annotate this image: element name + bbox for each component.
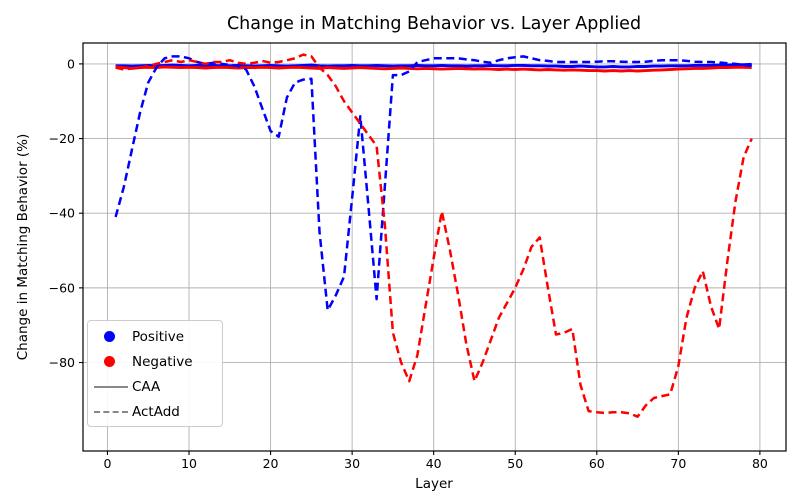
x-tick-label: 30	[344, 456, 360, 471]
positive-dot-icon	[104, 331, 115, 342]
x-tick-label: 20	[263, 456, 279, 471]
legend-label: Positive	[132, 328, 185, 345]
chart-title: Change in Matching Behavior vs. Layer Ap…	[227, 14, 641, 34]
x-tick-label: 70	[670, 456, 686, 471]
tick-labels: 0 10 20 30 40 50 60 70 80 0 −20 −40 −60 −80	[49, 56, 768, 471]
series-line-negative-actadd	[115, 53, 753, 418]
x-tick-label: 60	[589, 456, 605, 471]
legend: Positive Negative CAA ActAdd	[87, 320, 223, 427]
gridlines	[83, 43, 786, 451]
y-axis-label: Change in Matching Behavior (%)	[15, 134, 31, 361]
x-tick-label: 10	[181, 456, 197, 471]
y-tick-label: −60	[49, 280, 75, 295]
plot-border	[82, 42, 787, 452]
series-line-negative-caa	[115, 65, 752, 73]
legend-label: Negative	[132, 353, 193, 370]
solid-line-icon	[94, 385, 128, 388]
x-tick-label: 40	[426, 456, 442, 471]
axis-ticks	[79, 63, 761, 455]
series-line-positive-actadd	[114, 55, 752, 312]
dashed-line-icon	[94, 410, 128, 413]
legend-item-actadd: ActAdd	[88, 399, 222, 424]
y-tick-label: −40	[49, 206, 75, 221]
negative-dot-icon	[104, 356, 115, 367]
y-tick-label: −20	[49, 131, 75, 146]
legend-label: CAA	[132, 378, 161, 395]
series-line-positive-caa	[115, 62, 752, 69]
legend-item-negative: Negative	[88, 349, 222, 374]
legend-item-positive: Positive	[88, 324, 222, 349]
x-tick-label: 0	[103, 456, 111, 471]
y-tick-label: 0	[67, 56, 75, 71]
y-tick-label: −80	[49, 355, 75, 370]
legend-label: ActAdd	[132, 403, 180, 420]
x-axis-label: Layer	[415, 476, 453, 492]
legend-item-caa: CAA	[88, 374, 222, 399]
x-tick-label: 80	[752, 456, 768, 471]
x-tick-label: 50	[507, 456, 523, 471]
data-series	[114, 53, 753, 418]
